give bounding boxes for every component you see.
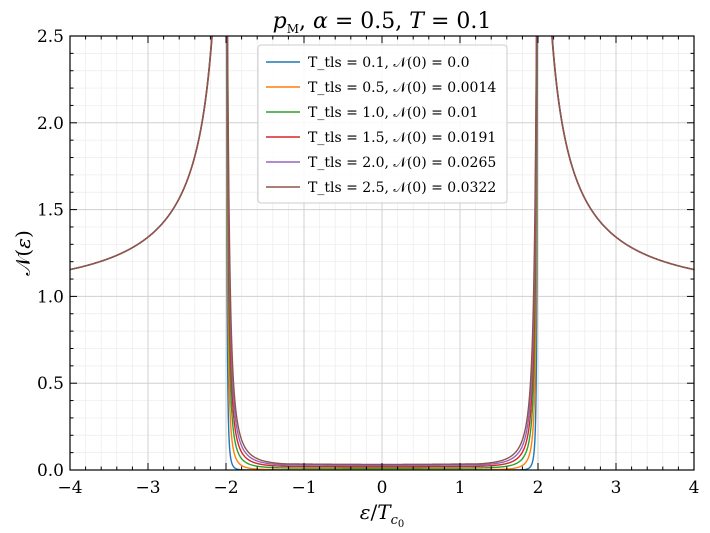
x-tick-label: 2 bbox=[533, 478, 544, 498]
y-tick-label: 1.0 bbox=[37, 287, 64, 307]
legend: T_tls = 0.1, 𝒩(0) = 0.0 T_tls = 0.5, 𝒩(0)… bbox=[257, 44, 508, 204]
legend-box bbox=[257, 44, 508, 204]
x-tick-label: −2 bbox=[213, 478, 238, 498]
x-tick-label: 4 bbox=[689, 478, 700, 498]
x-tick-label: 3 bbox=[611, 478, 622, 498]
legend-label: T_tls = 1.5, 𝒩(0) = 0.0191 bbox=[308, 130, 496, 146]
x-tick-label: 0 bbox=[377, 478, 388, 498]
y-tick-label: 2.0 bbox=[37, 114, 64, 134]
x-tick-label: −4 bbox=[57, 478, 82, 498]
x-tick-label: −3 bbox=[135, 478, 160, 498]
x-tick-labels: −4 −3 −2 −1 0 1 2 3 4 bbox=[57, 478, 699, 498]
y-tick-labels: 0.0 0.5 1.0 1.5 2.0 2.5 bbox=[37, 27, 64, 481]
y-axis-label: 𝒩(ε) bbox=[11, 230, 35, 276]
legend-label: T_tls = 1.0, 𝒩(0) = 0.01 bbox=[308, 105, 478, 121]
legend-label: T_tls = 2.5, 𝒩(0) = 0.0322 bbox=[308, 180, 496, 196]
legend-label: T_tls = 0.5, 𝒩(0) = 0.0014 bbox=[308, 80, 496, 96]
legend-label: T_tls = 0.1, 𝒩(0) = 0.0 bbox=[308, 55, 470, 71]
x-axis-label: ε/Tc0 bbox=[360, 500, 404, 530]
x-tick-label: 1 bbox=[455, 478, 466, 498]
y-tick-label: 2.5 bbox=[37, 27, 64, 47]
y-tick-label: 0.5 bbox=[37, 374, 64, 394]
y-tick-label: 1.5 bbox=[37, 201, 64, 221]
axis-ticks bbox=[69, 35, 695, 471]
x-tick-label: −1 bbox=[291, 478, 316, 498]
chart-title: pM, α = 0.5, T = 0.1 bbox=[273, 9, 492, 36]
legend-label: T_tls = 2.0, 𝒩(0) = 0.0265 bbox=[308, 155, 496, 171]
y-tick-label: 0.0 bbox=[37, 461, 64, 481]
